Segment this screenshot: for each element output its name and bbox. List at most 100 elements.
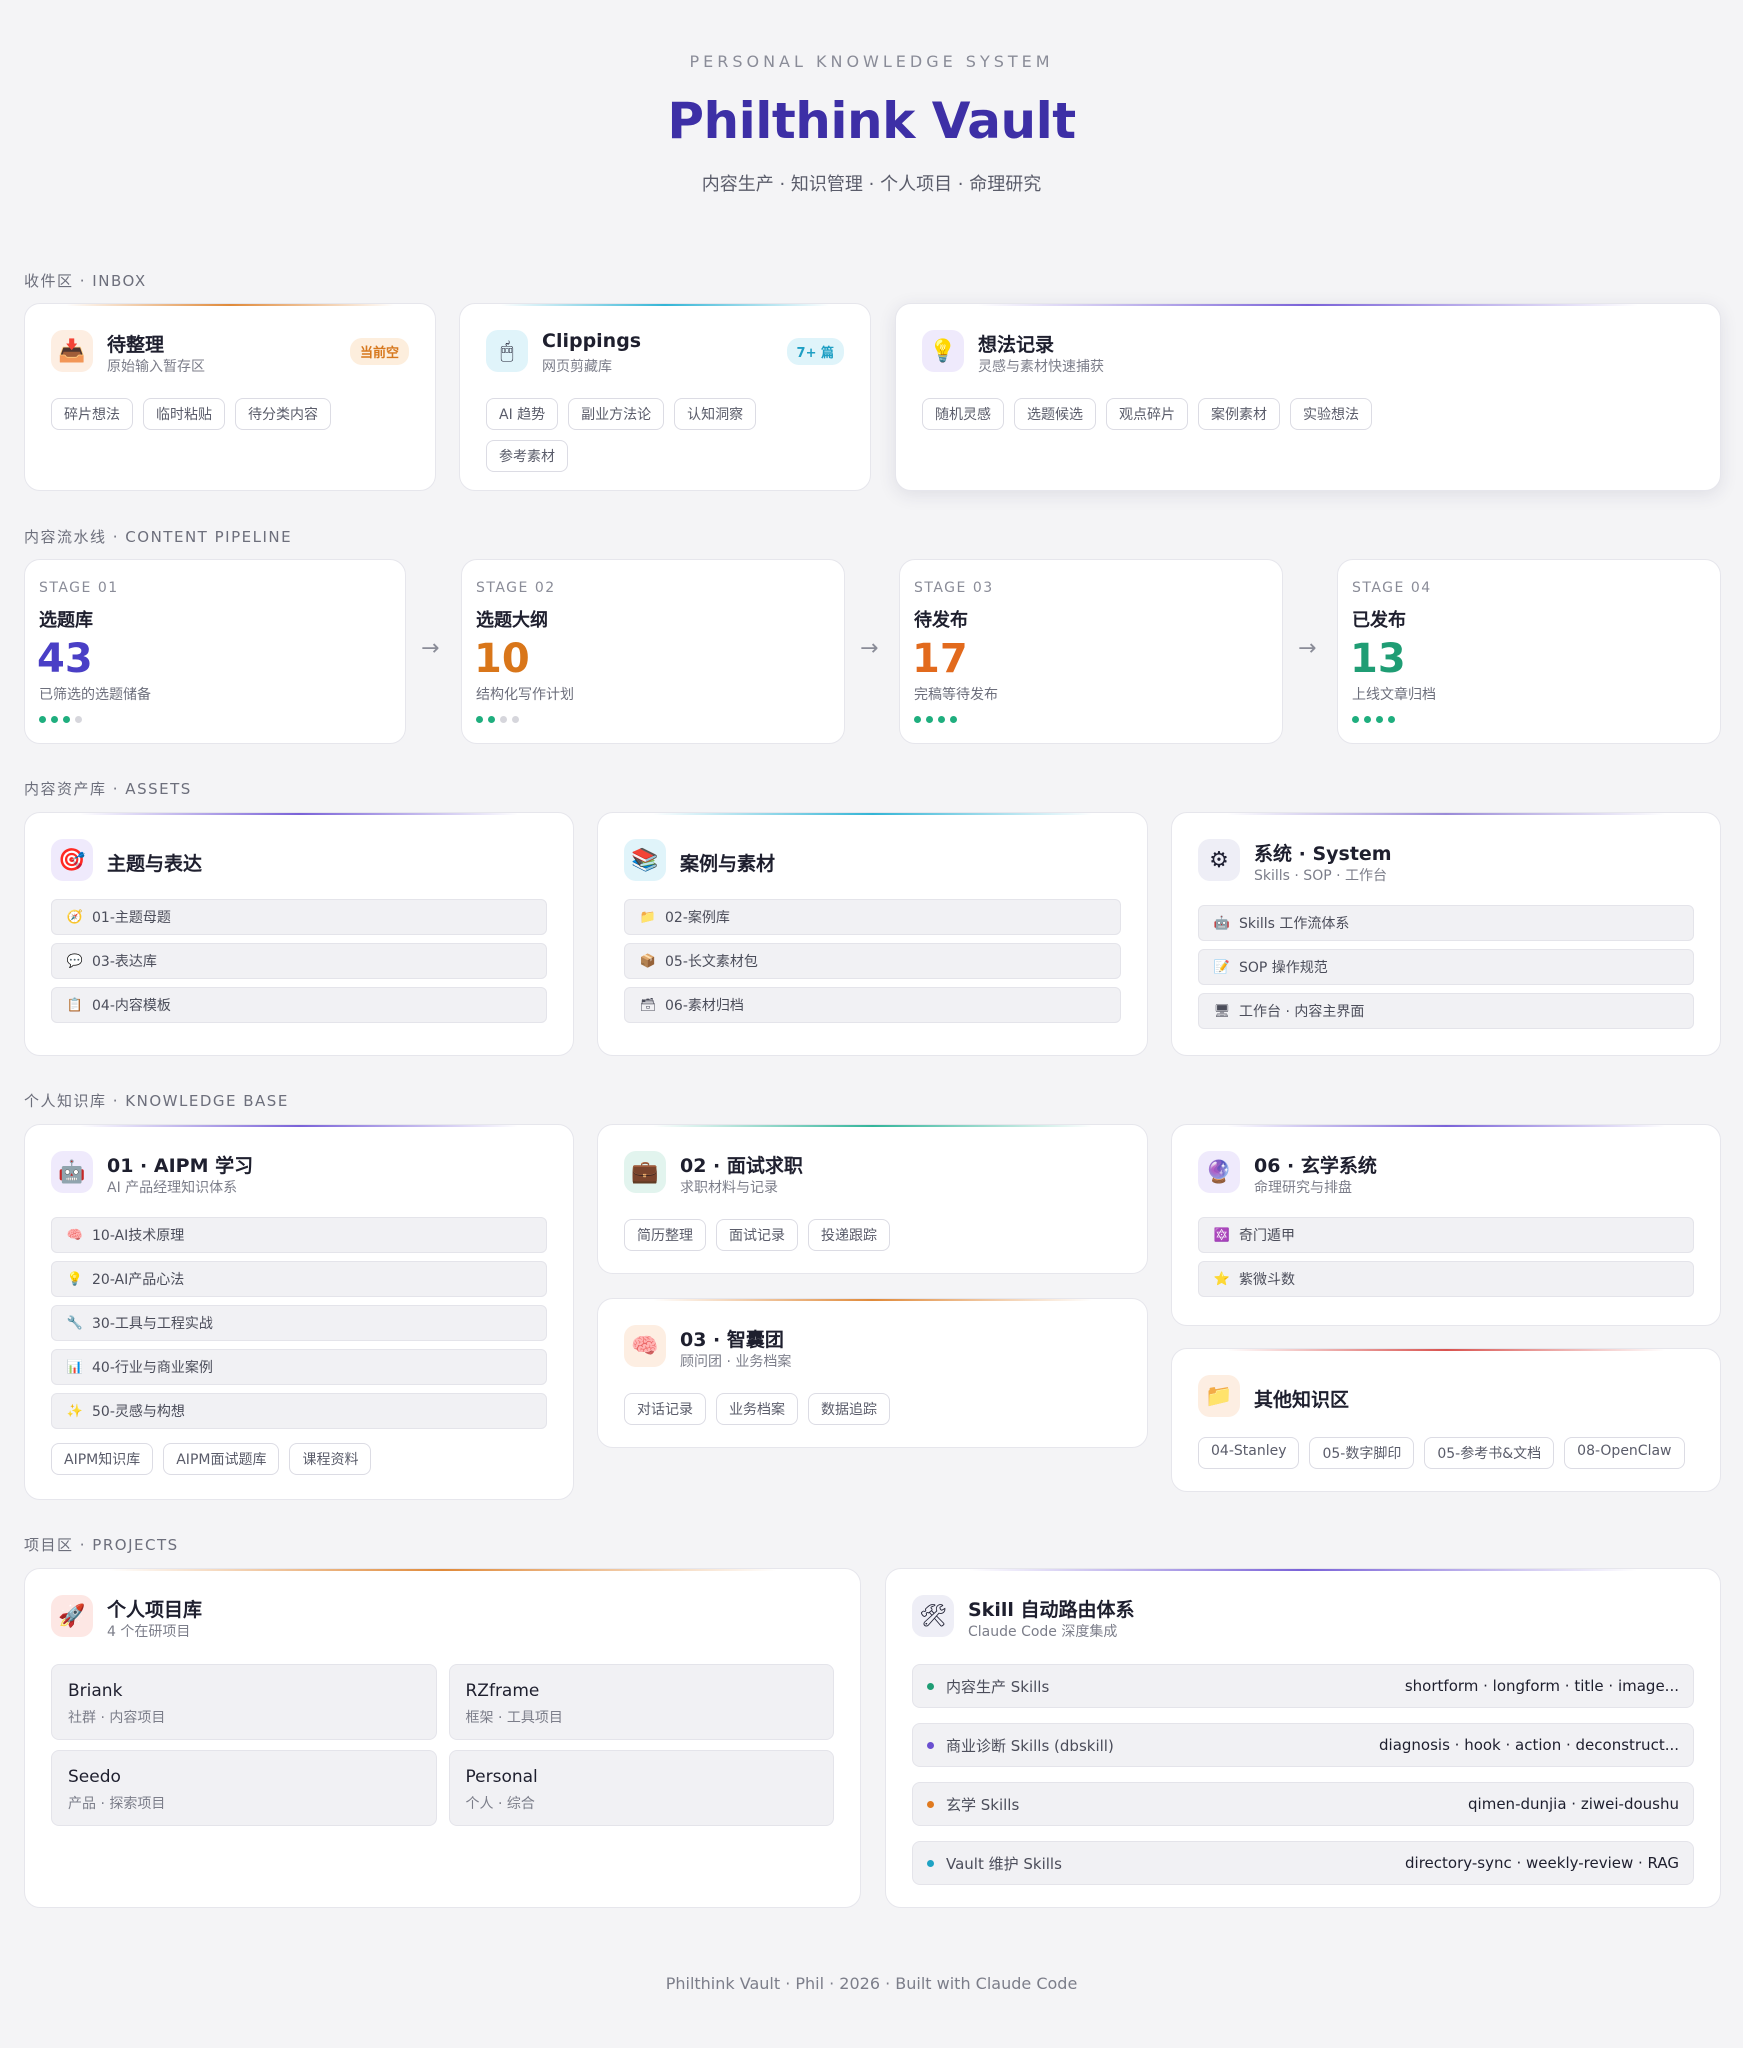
list-item[interactable]: 🧠 10-AI技术原理 [51,1217,547,1253]
skill-row[interactable]: 商业诊断 Skills (dbskill) diagnosis · hook ·… [912,1723,1694,1767]
list-item[interactable]: 📦 05-长文素材包 [624,943,1121,979]
assets-card-cases[interactable]: 📚 案例与素材 📁 02-案例库 📦 05-长文素材包 🗃 06-素材归档 [597,812,1148,1056]
skill-list: directory-sync · weekly-review · RAG [1405,1854,1679,1872]
card-subtitle: Claude Code 深度集成 [968,1624,1118,1640]
tag[interactable]: 数据追踪 [808,1393,890,1425]
tag[interactable]: 随机灵感 [922,398,1004,430]
tag[interactable]: AIPM知识库 [51,1443,154,1475]
inbox-card-pending[interactable]: 📥 待整理 原始输入暂存区 当前空 碎片想法 临时粘贴 待分类内容 [24,303,436,491]
tag[interactable]: 待分类内容 [235,398,331,430]
tag[interactable]: AI 趋势 [486,398,559,430]
list-item[interactable]: 📝 SOP 操作规范 [1198,949,1694,985]
list-item-label: 奇门遁甲 [1239,1228,1295,1244]
tag[interactable]: 简历整理 [624,1219,706,1251]
tag[interactable]: 05-参考书&文档 [1424,1437,1555,1469]
gear-icon: ⚙ [1198,839,1240,881]
list-item[interactable]: 🤖 Skills 工作流体系 [1198,905,1694,941]
list-item[interactable]: 📁 02-案例库 [624,899,1121,935]
list-item-label: 30-工具与工程实战 [92,1316,213,1332]
progress-dot-filled [1376,716,1383,723]
list-item[interactable]: 🔯 奇门遁甲 [1198,1217,1694,1253]
project-item[interactable]: Seedo 产品 · 探索项目 [51,1750,437,1826]
projects-card-skills[interactable]: 🛠 Skill 自动路由体系 Claude Code 深度集成 内容生产 Ski… [885,1568,1721,1908]
skill-row[interactable]: 玄学 Skills qimen-dunjia · ziwei-doushu [912,1782,1694,1826]
knowledge-card-aipm[interactable]: 🤖 01 · AIPM 学习 AI 产品经理知识体系 🧠 10-AI技术原理 💡 2… [24,1124,574,1500]
knowledge-card-think-tank[interactable]: 🧠 03 · 智囊团 顾问团 · 业务档案 对话记录 业务档案 数据追踪 [597,1298,1148,1448]
projects-card-library[interactable]: 🚀 个人项目库 4 个在研项目 Briank 社群 · 内容项目 RZframe… [24,1568,861,1908]
tag[interactable]: 对话记录 [624,1393,706,1425]
tag[interactable]: 临时粘贴 [143,398,225,430]
list-item[interactable]: 💬 03-表达库 [51,943,547,979]
tag[interactable]: 选题候选 [1014,398,1096,430]
robot-icon: 🤖 [51,1151,93,1193]
page-subtitle: 内容生产 · 知识管理 · 个人项目 · 命理研究 [701,174,1042,195]
list-item[interactable]: ✨ 50-灵感与构想 [51,1393,547,1429]
list-item[interactable]: 🗃 06-素材归档 [624,987,1121,1023]
tag[interactable]: 04-Stanley [1198,1437,1300,1469]
tag[interactable]: 05-数字脚印 [1309,1437,1415,1469]
list-item[interactable]: 🧭 01-主题母题 [51,899,547,935]
card-subtitle: 原始输入暂存区 [107,359,205,375]
knowledge-card-mystic[interactable]: 🔮 06 · 玄学系统 命理研究与排盘 🔯 奇门遁甲 ⭐ 紫微斗数 [1171,1124,1721,1326]
assets-card-themes[interactable]: 🎯 主题与表达 🧭 01-主题母题 💬 03-表达库 📋 04-内容模板 [24,812,574,1056]
list-item[interactable]: 📊 40-行业与商业案例 [51,1349,547,1385]
tag[interactable]: 面试记录 [716,1219,798,1251]
stage-count: 43 [37,636,93,682]
tag[interactable]: 案例素材 [1198,398,1280,430]
stage-card[interactable]: STAGE 02 选题大纲 10 结构化写作计划 [461,559,845,744]
progress-dot-filled [926,716,933,723]
knowledge-card-other[interactable]: 📁 其他知识区 04-Stanley 05-数字脚印 05-参考书&文档 08-… [1171,1348,1721,1492]
assets-card-system[interactable]: ⚙ 系统 · System Skills · SOP · 工作台 🤖 Skills… [1171,812,1721,1056]
project-subtitle: 框架 · 工具项目 [465,1710,563,1726]
tag[interactable]: 碎片想法 [51,398,133,430]
tag[interactable]: 副业方法论 [568,398,665,430]
stage-card[interactable]: STAGE 03 待发布 17 完稿等待发布 [899,559,1283,744]
list-item-label: 02-案例库 [665,910,730,926]
skill-row[interactable]: 内容生产 Skills shortform · longform · title… [912,1664,1694,1708]
tag[interactable]: 参考素材 [486,440,568,472]
skill-row[interactable]: Vault 维护 Skills directory-sync · weekly-… [912,1841,1694,1885]
list-item[interactable]: 📋 04-内容模板 [51,987,547,1023]
project-item[interactable]: RZframe 框架 · 工具项目 [448,1664,834,1740]
list-item[interactable]: 🔧 30-工具与工程实战 [51,1305,547,1341]
progress-dot-filled [51,716,58,723]
tag[interactable]: 业务档案 [716,1393,798,1425]
project-name: Seedo [68,1767,121,1787]
inbox-card-clippings[interactable]: 🖱 Clippings 网页剪藏库 7+ 篇 AI 趋势 副业方法论 认知洞察 … [459,303,871,491]
folder-icon: 📁 [639,909,657,925]
tools-icon: 🛠 [912,1595,954,1637]
card-title: 其他知识区 [1254,1389,1350,1411]
stage-desc: 上线文章归档 [1352,687,1436,703]
brain-icon: 🧠 [66,1227,84,1243]
stage-card[interactable]: STAGE 04 已发布 13 上线文章归档 [1337,559,1721,744]
tag[interactable]: AIPM面试题库 [163,1443,280,1475]
tag[interactable]: 实验想法 [1290,398,1372,430]
list-item-label: 10-AI技术原理 [92,1228,185,1244]
sparkle-icon: ✨ [66,1403,84,1419]
tag[interactable]: 认知洞察 [674,398,757,430]
section-label-projects: 项目区 · PROJECTS [24,1536,179,1554]
inbox-card-ideas[interactable]: 💡 想法记录 灵感与素材快速捕获 随机灵感 选题候选 观点碎片 案例素材 实验想… [895,303,1721,491]
progress-dots [1352,716,1395,723]
card-title: 想法记录 [978,334,1055,356]
project-item[interactable]: Personal 个人 · 综合 [448,1750,834,1826]
stage-number: STAGE 02 [476,580,556,596]
card-subtitle: 网页剪藏库 [542,359,612,375]
project-item[interactable]: Briank 社群 · 内容项目 [51,1664,437,1740]
list-item[interactable]: 💡 20-AI产品心法 [51,1261,547,1297]
skill-name: 商业诊断 Skills (dbskill) [946,1736,1114,1755]
tag[interactable]: 观点碎片 [1106,398,1188,430]
section-label-knowledge: 个人知识库 · KNOWLEDGE BASE [24,1092,289,1110]
tag[interactable]: 投递跟踪 [808,1219,890,1251]
status-dot [927,1800,934,1808]
tag[interactable]: 课程资料 [289,1443,372,1475]
tag[interactable]: 08-OpenClaw [1564,1437,1685,1469]
lightbulb-icon: 💡 [66,1271,84,1287]
lightbulb-icon: 💡 [922,330,964,372]
knowledge-card-job[interactable]: 💼 02 · 面试求职 求职材料与记录 简历整理 面试记录 投递跟踪 [597,1124,1148,1274]
list-item[interactable]: ⭐ 紫微斗数 [1198,1261,1694,1297]
progress-dot-filled [1352,716,1359,723]
skill-name: 内容生产 Skills [946,1677,1050,1696]
list-item[interactable]: 🖥 工作台 · 内容主界面 [1198,993,1694,1029]
stage-card[interactable]: STAGE 01 选题库 43 已筛选的选题储备 [24,559,406,744]
